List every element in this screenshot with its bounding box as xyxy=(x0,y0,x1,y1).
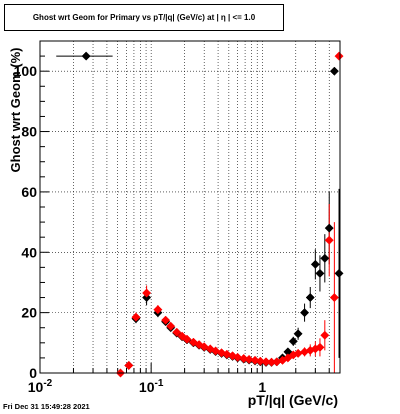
data-point xyxy=(334,51,344,61)
data-point xyxy=(142,288,152,298)
data-point xyxy=(153,305,163,315)
data-point xyxy=(320,253,330,263)
data-point xyxy=(329,292,339,303)
data-point xyxy=(288,336,298,346)
data-point xyxy=(324,235,334,245)
y-ticks xyxy=(40,40,49,374)
x-tick-labels: 10-2 10-1 1 xyxy=(28,378,267,395)
x-tick-label: 10-1 xyxy=(139,378,164,395)
data-point xyxy=(182,334,192,344)
data-point xyxy=(329,66,339,76)
data-point xyxy=(315,342,325,352)
data-point xyxy=(293,329,303,339)
data-point xyxy=(320,330,330,340)
data-point xyxy=(166,321,176,331)
chart-title: Ghost wrt Geom for Primary vs pT/|q| (Ge… xyxy=(32,13,256,22)
data-point xyxy=(233,352,243,362)
chart-title-box: Ghost wrt Geom for Primary vs pT/|q| (Ge… xyxy=(4,4,284,31)
x-tick-label: 1 xyxy=(258,379,266,395)
data-point xyxy=(255,356,265,366)
y-tick-label: 80 xyxy=(21,124,37,140)
x-tick-label: 10-2 xyxy=(28,378,53,395)
error-bars xyxy=(56,55,340,373)
data-point xyxy=(334,268,344,278)
x-axis-label: pT/|q| (GeV/c) xyxy=(248,392,338,408)
y-tick-label: 100 xyxy=(14,63,38,79)
data-point xyxy=(124,360,134,371)
y-axis-label: Ghost wrt Geom (%) xyxy=(8,48,23,173)
data-point xyxy=(131,312,141,322)
data-point xyxy=(81,51,91,61)
data-point xyxy=(324,223,334,233)
x-ticks xyxy=(39,363,341,373)
y-tick-label: 40 xyxy=(21,244,37,260)
data-point xyxy=(172,327,182,337)
y-tick-label: 0 xyxy=(29,365,37,381)
data-point xyxy=(300,308,310,318)
data-point xyxy=(161,315,171,325)
data-point xyxy=(305,292,315,303)
grid-lines xyxy=(39,41,341,373)
data-markers xyxy=(81,51,344,378)
data-point xyxy=(315,268,325,278)
data-point xyxy=(244,354,254,364)
y-tick-labels: 0 20 40 60 80 100 xyxy=(14,63,38,381)
plot-frame xyxy=(39,40,341,374)
data-point xyxy=(310,259,320,269)
y-tick-label: 20 xyxy=(21,305,37,321)
timestamp: Fri Dec 31 15:49:28 2021 xyxy=(3,402,90,411)
y-tick-label: 60 xyxy=(21,184,37,200)
